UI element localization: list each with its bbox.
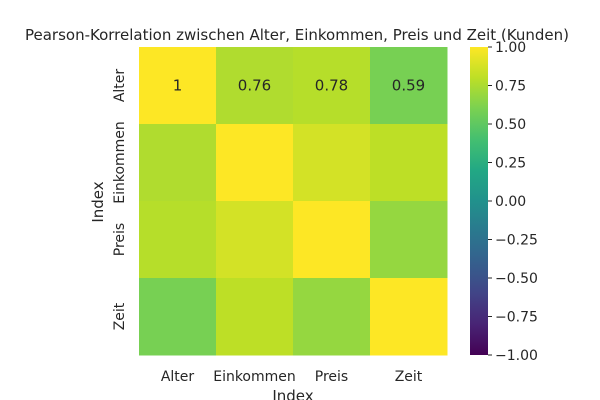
y-tick-label: Preis — [112, 223, 128, 256]
x-tick-labels: Alter Einkommen Preis Zeit — [161, 369, 423, 385]
cell-annotation: 0.78 — [315, 77, 348, 95]
heatmap-cells — [139, 47, 448, 356]
x-tick-label: Preis — [315, 369, 348, 385]
y-axis-label: Index — [89, 181, 107, 222]
colorbar-tick-label: 0.25 — [495, 156, 526, 172]
colorbar-tick-label: −1.00 — [495, 348, 538, 364]
y-tick-label: Zeit — [112, 302, 128, 330]
heatmap-cell — [216, 47, 294, 125]
heatmap-cell — [216, 124, 294, 202]
y-tick-label: Alter — [112, 69, 128, 103]
heatmap-cell — [370, 124, 448, 202]
heatmap-cell — [370, 278, 448, 356]
colorbar — [470, 47, 488, 355]
x-tick-label: Alter — [161, 369, 195, 385]
x-axis-label: Index — [272, 387, 313, 400]
cell-annotation: 0.76 — [238, 77, 271, 95]
y-tick-label: Einkommen — [112, 121, 128, 204]
cell-annotations: 1 0.76 0.78 0.59 — [173, 77, 425, 95]
cell-annotation: 1 — [173, 77, 183, 95]
heatmap-cell — [293, 47, 371, 125]
colorbar-tick-label: −0.75 — [495, 310, 538, 326]
colorbar-tick-label: 0.00 — [495, 194, 526, 210]
heatmap-cell — [216, 278, 294, 356]
heatmap-cell — [370, 201, 448, 279]
cell-annotation: 0.59 — [392, 77, 425, 95]
heatmap-cell — [370, 47, 448, 125]
x-tick-label: Einkommen — [213, 369, 296, 385]
chart-title: Pearson-Korrelation zwischen Alter, Eink… — [25, 26, 569, 44]
heatmap-cell — [216, 201, 294, 279]
x-tick-label: Zeit — [395, 369, 423, 385]
heatmap-cell — [139, 124, 217, 202]
colorbar-tick-label: 0.75 — [495, 79, 526, 95]
colorbar-ticks: 1.00 0.75 0.50 0.25 0.00 −0.25 −0.50 −0.75 −1.00 — [488, 40, 538, 364]
colorbar-tick-label: 0.50 — [495, 117, 526, 133]
heatmap-cell — [293, 201, 371, 279]
heatmap-cell — [293, 278, 371, 356]
heatmap-cell — [139, 278, 217, 356]
y-tick-labels: Alter Einkommen Preis Zeit — [112, 69, 128, 331]
colorbar-tick-label: −0.50 — [495, 271, 538, 287]
heatmap-cell — [139, 201, 217, 279]
heatmap-cell — [139, 47, 217, 125]
colorbar-tick-label: −0.25 — [495, 233, 538, 249]
colorbar-tick-label: 1.00 — [495, 40, 526, 56]
heatmap-cell — [293, 124, 371, 202]
